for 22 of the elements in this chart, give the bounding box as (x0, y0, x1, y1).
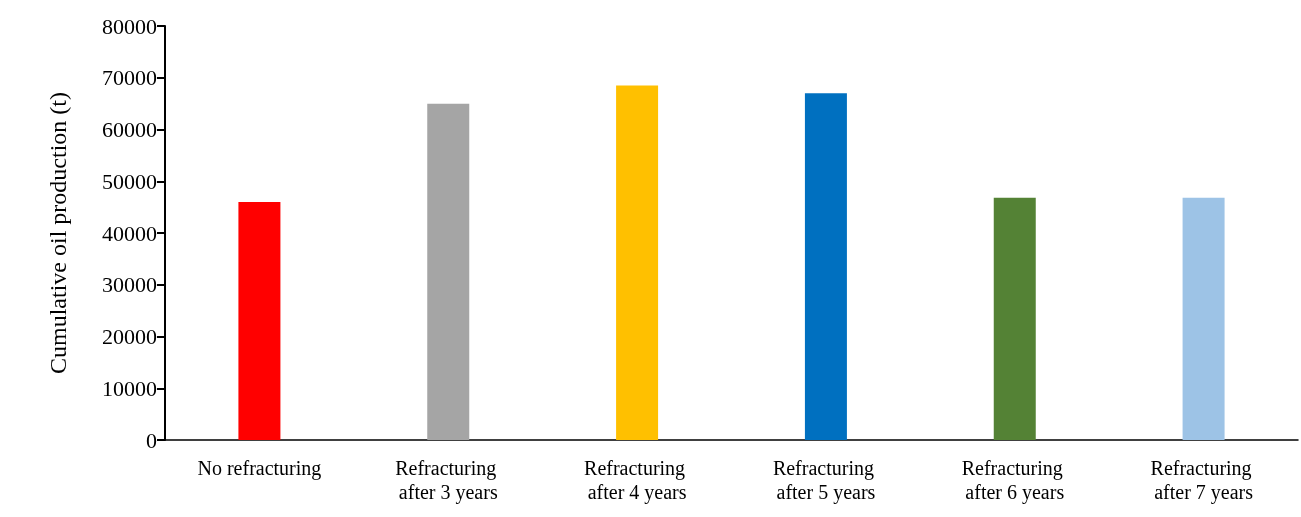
bar (1182, 197, 1225, 440)
x-tick-label: Refracturing after 6 years (961, 457, 1068, 504)
x-tick-label: Refracturing after 3 years (395, 457, 502, 504)
y-tick-label: 50000 (102, 168, 157, 194)
x-tick-label: Refracturing after 5 years (772, 457, 879, 504)
x-tick-label: No refracturing (197, 457, 322, 480)
x-tick-label: Refracturing after 4 years (584, 457, 691, 504)
bar (993, 197, 1036, 440)
bar (238, 201, 281, 440)
bar (616, 85, 659, 440)
x-tick-label: Refracturing after 7 years (1150, 457, 1257, 504)
y-axis-title: Cumulative oil production (t) (45, 92, 71, 374)
y-tick-label: 40000 (102, 220, 157, 246)
y-tick-label: 80000 (102, 13, 157, 39)
y-tick-label: 10000 (102, 375, 157, 401)
bar (427, 103, 470, 440)
y-tick-label: 0 (146, 427, 157, 453)
y-tick-label: 30000 (102, 272, 157, 298)
y-tick-label: 70000 (102, 65, 157, 91)
y-tick-label: 60000 (102, 117, 157, 142)
y-tick-label: 20000 (102, 324, 157, 349)
bar (804, 93, 847, 440)
